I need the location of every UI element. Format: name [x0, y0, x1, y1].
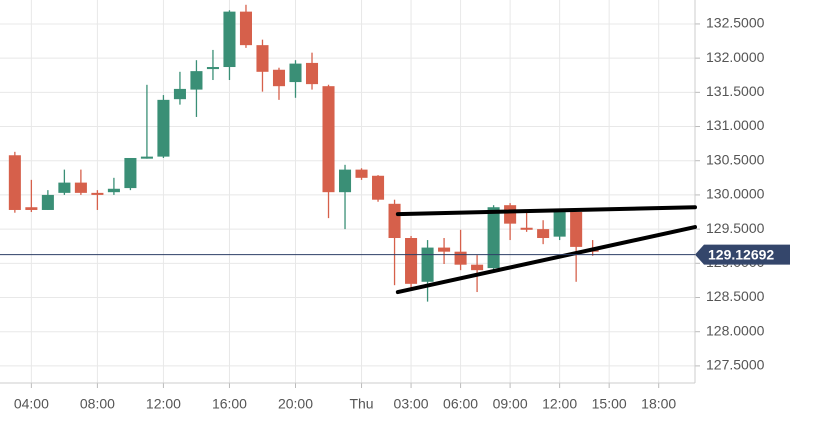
trend-line	[395, 205, 697, 217]
y-tick-label: 131.5000	[706, 83, 765, 99]
price-label: 129.12692	[708, 246, 774, 262]
candle-body	[537, 229, 550, 239]
candle-body	[91, 192, 104, 195]
candle-body	[520, 227, 533, 230]
candle-body	[74, 182, 87, 193]
candle-body	[388, 203, 401, 239]
candle-body	[504, 205, 517, 224]
y-tick-label: 132.5000	[706, 15, 765, 31]
candle-body	[305, 62, 319, 85]
candle-body	[355, 169, 368, 178]
x-tick-label: 06:00	[443, 396, 478, 412]
candle-body	[438, 247, 451, 252]
candle-body	[487, 207, 500, 269]
candle-body	[124, 157, 137, 189]
y-tick-label: 127.5000	[706, 357, 765, 373]
candle-body	[206, 67, 219, 70]
x-tick-label: Thu	[349, 396, 373, 412]
candle-body	[58, 182, 71, 193]
x-tick-label: 12:00	[146, 396, 181, 412]
candle-body	[553, 212, 566, 237]
x-tick-label: 16:00	[212, 396, 247, 412]
candle-body	[8, 155, 21, 210]
candle-body	[405, 238, 418, 284]
candle-body	[107, 188, 120, 193]
y-tick-label: 132.0000	[706, 49, 765, 65]
y-tick-label: 130.0000	[706, 186, 765, 202]
grid: 127.5000128.0000128.5000129.0000129.5000…	[0, 0, 765, 412]
candle-body	[239, 11, 252, 46]
candle-body	[454, 251, 467, 265]
candle-body	[190, 71, 203, 90]
x-tick-label: 04:00	[14, 396, 49, 412]
y-tick-label: 130.5000	[706, 151, 765, 167]
y-tick-label: 129.5000	[706, 220, 765, 236]
y-tick-label: 128.5000	[706, 288, 765, 304]
x-tick-label: 12:00	[542, 396, 577, 412]
y-tick-label: 128.0000	[706, 322, 765, 338]
candle-body	[41, 194, 54, 210]
candle-body	[256, 45, 269, 72]
x-tick-label: 18:00	[641, 396, 676, 412]
candles	[8, 4, 599, 302]
x-tick-label: 15:00	[592, 396, 627, 412]
candle-body	[25, 207, 38, 210]
x-tick-label: 08:00	[80, 396, 115, 412]
trend-line	[395, 225, 697, 295]
candle-body	[338, 169, 352, 193]
candle-body	[471, 264, 484, 271]
candle-body	[322, 86, 335, 193]
candle-body	[570, 212, 583, 247]
candle-body	[272, 69, 286, 87]
price-tag	[695, 244, 790, 265]
y-tick-label: 131.0000	[706, 117, 765, 133]
candle-body	[223, 11, 236, 68]
candle-body	[289, 63, 302, 83]
overlay: 129.12692	[0, 205, 790, 295]
candle-body	[372, 175, 385, 200]
x-tick-label: 03:00	[394, 396, 429, 412]
candle-body	[157, 99, 170, 157]
candle-body	[173, 88, 186, 100]
x-tick-label: 09:00	[493, 396, 528, 412]
x-tick-label: 20:00	[278, 396, 313, 412]
candle-body	[421, 247, 434, 282]
candle-body	[140, 156, 153, 159]
